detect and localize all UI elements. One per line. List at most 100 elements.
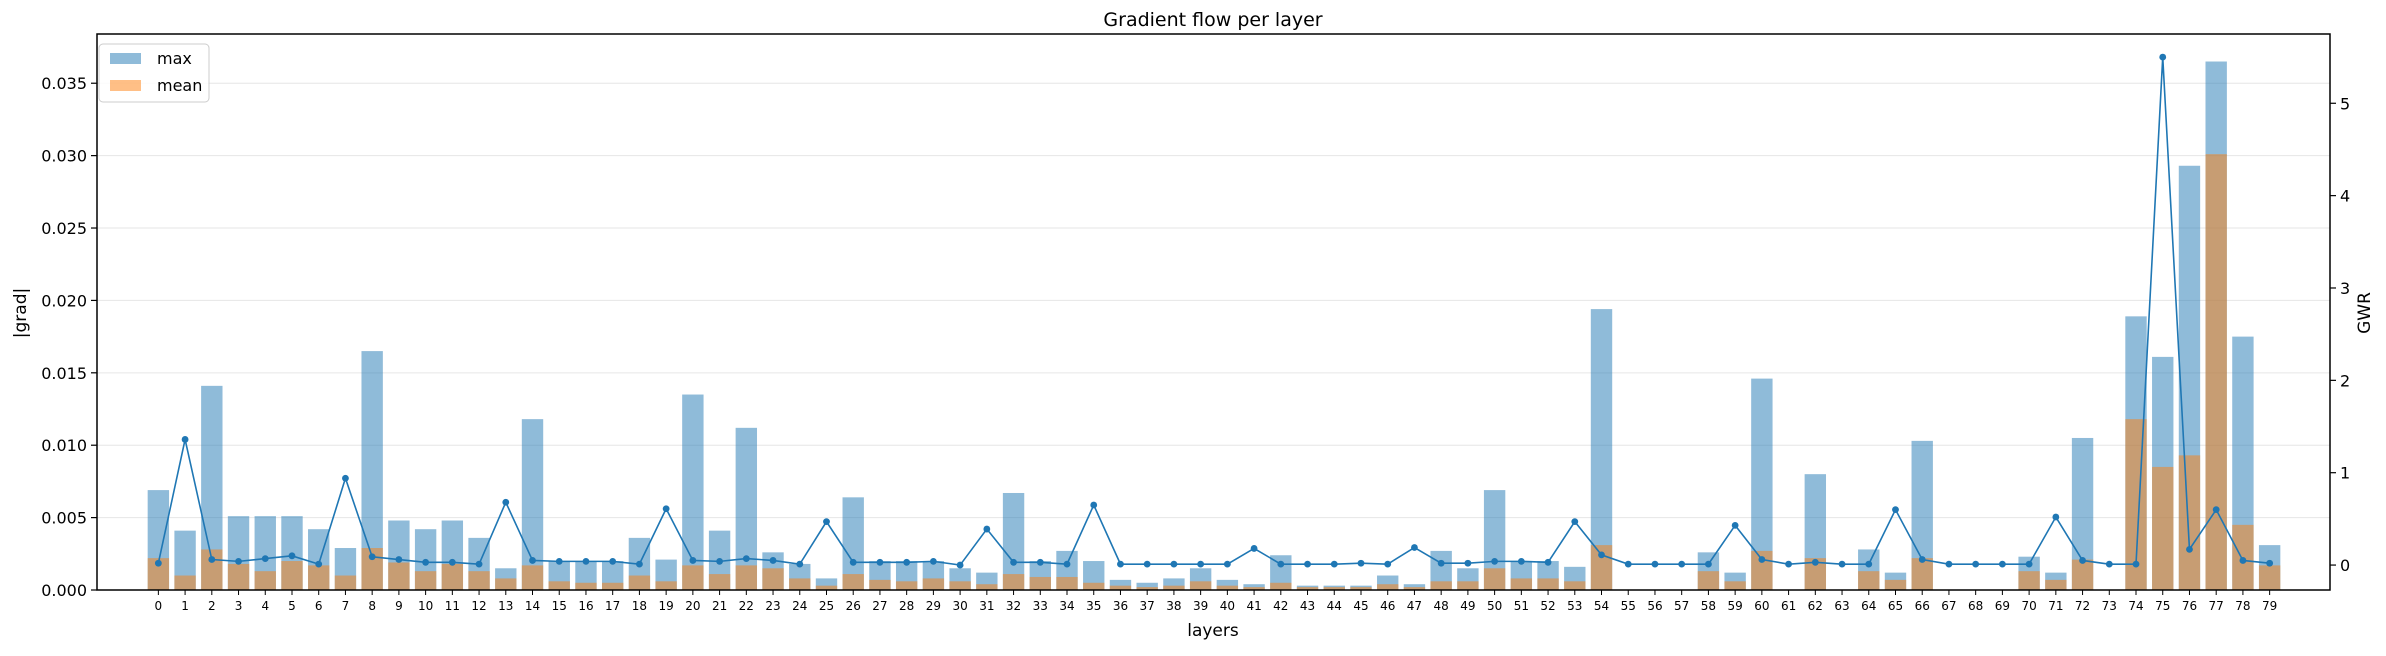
gwr-point bbox=[555, 557, 563, 565]
right-y-axis: 0 1 2 3 4 5 bbox=[2330, 94, 2350, 575]
gwr-point bbox=[1838, 560, 1846, 568]
gwr-point bbox=[742, 555, 750, 562]
mean-bar bbox=[1243, 587, 1265, 590]
gwr-point bbox=[903, 558, 911, 566]
mean-bar bbox=[575, 582, 597, 590]
x-tick-label: 17 bbox=[605, 599, 620, 613]
gwr-point bbox=[823, 518, 830, 526]
max-bar bbox=[1590, 309, 1613, 590]
gwr-point bbox=[2186, 545, 2193, 553]
gwr-line bbox=[154, 53, 2274, 569]
gwr-point bbox=[261, 555, 269, 562]
x-tick-label: 68 bbox=[1968, 599, 1983, 613]
x-tick-label: 21 bbox=[712, 599, 727, 613]
mean-bar bbox=[468, 571, 490, 590]
gwr-point bbox=[1705, 560, 1712, 568]
mean-bar bbox=[2205, 154, 2227, 591]
x-tick-label: 33 bbox=[1033, 599, 1048, 613]
legend-swatch-mean bbox=[110, 80, 141, 91]
mean-bar bbox=[976, 584, 998, 590]
gwr-point bbox=[235, 557, 242, 565]
x-tick-label: 0 bbox=[155, 599, 163, 613]
gwr-point bbox=[796, 560, 804, 568]
gwr-point bbox=[1277, 560, 1285, 568]
x-tick-label: 8 bbox=[368, 599, 376, 613]
max-bar bbox=[682, 394, 704, 590]
gwr-point bbox=[2025, 560, 2033, 568]
mean-bar bbox=[762, 568, 784, 590]
y-axis-label: |grad| bbox=[11, 288, 31, 338]
y2-tick-label: 1 bbox=[2340, 464, 2350, 483]
mean-bar bbox=[1136, 587, 1158, 590]
legend: max mean bbox=[98, 43, 210, 103]
x-tick-label: 26 bbox=[846, 599, 861, 613]
x-axis: 0 1 2 3 4 5 6 7 8 9 10 11 12 13 14 15 16 17 18 19 20 21 22 23 24… bbox=[155, 590, 2277, 613]
y2-tick-label: 0 bbox=[2340, 556, 2350, 575]
x-tick-label: 16 bbox=[578, 599, 593, 613]
mean-bar bbox=[308, 565, 330, 590]
x-tick-label: 30 bbox=[952, 599, 967, 613]
x-tick-label: 37 bbox=[1140, 599, 1155, 613]
max-bar bbox=[1216, 579, 1239, 590]
y-tick-label: 0.000 bbox=[41, 581, 87, 600]
max-bar bbox=[1243, 584, 1265, 590]
x-tick-label: 18 bbox=[632, 599, 647, 613]
mean-bar bbox=[2178, 455, 2201, 590]
x-tick-label: 34 bbox=[1059, 599, 1074, 613]
max-bar bbox=[1109, 579, 1132, 590]
x-tick-label: 28 bbox=[899, 599, 914, 613]
mean-bar bbox=[922, 578, 945, 590]
mean-bar bbox=[441, 563, 464, 590]
gwr-point bbox=[1063, 560, 1071, 568]
x-tick-label: 63 bbox=[1834, 599, 1849, 613]
max-bar bbox=[1751, 378, 1773, 590]
y-tick-label: 0.025 bbox=[41, 219, 87, 238]
mean-bar bbox=[1296, 587, 1319, 590]
gwr-point bbox=[1945, 560, 1953, 568]
x-tick-label: 4 bbox=[261, 599, 269, 613]
x-tick-label: 48 bbox=[1434, 599, 1449, 613]
gwr-point bbox=[1972, 560, 1980, 568]
gwr-point bbox=[2132, 560, 2140, 568]
mean-bar bbox=[2018, 571, 2040, 590]
y-tick-label: 0.035 bbox=[41, 74, 87, 93]
gwr-point bbox=[636, 560, 643, 568]
gwr-point bbox=[1731, 521, 1739, 529]
gwr-point bbox=[1892, 506, 1899, 514]
mean-bar bbox=[548, 581, 570, 590]
gwr-point bbox=[475, 560, 483, 568]
x-tick-label: 41 bbox=[1246, 599, 1261, 613]
mean-bar bbox=[628, 575, 651, 590]
x-tick-label: 22 bbox=[739, 599, 754, 613]
mean-bar bbox=[1270, 582, 1292, 590]
gwr-point bbox=[395, 556, 403, 563]
x-tick-label: 56 bbox=[1647, 599, 1662, 613]
x-tick-label: 76 bbox=[2182, 599, 2197, 613]
mean-bar bbox=[495, 578, 517, 590]
x-tick-label: 65 bbox=[1888, 599, 1903, 613]
x-tick-label: 51 bbox=[1514, 599, 1529, 613]
gwr-point bbox=[1197, 560, 1205, 568]
mean-bar bbox=[1510, 578, 1533, 590]
gwr-point bbox=[582, 557, 590, 565]
y2-axis-label: GWR bbox=[2355, 292, 2375, 334]
gwr-point bbox=[1624, 560, 1632, 568]
gwr-point bbox=[1090, 501, 1098, 509]
x-tick-label: 67 bbox=[1941, 599, 1956, 613]
gwr-point bbox=[662, 505, 670, 513]
gwr-point bbox=[1544, 558, 1552, 566]
y-tick-label: 0.020 bbox=[41, 291, 87, 310]
mean-bar bbox=[1163, 585, 1185, 590]
x-tick-label: 66 bbox=[1915, 599, 1930, 613]
max-bar bbox=[1911, 440, 1933, 590]
mean-bar bbox=[2258, 565, 2281, 590]
max-bar bbox=[815, 578, 838, 590]
y2-tick-label: 4 bbox=[2340, 187, 2350, 206]
mean-bars bbox=[147, 154, 2281, 591]
x-tick-label: 15 bbox=[552, 599, 567, 613]
mean-bar bbox=[334, 575, 357, 590]
gwr-point bbox=[2052, 513, 2060, 521]
x-tick-label: 74 bbox=[2128, 599, 2143, 613]
gwr-point bbox=[1571, 518, 1579, 526]
gwr-point bbox=[1411, 544, 1418, 551]
